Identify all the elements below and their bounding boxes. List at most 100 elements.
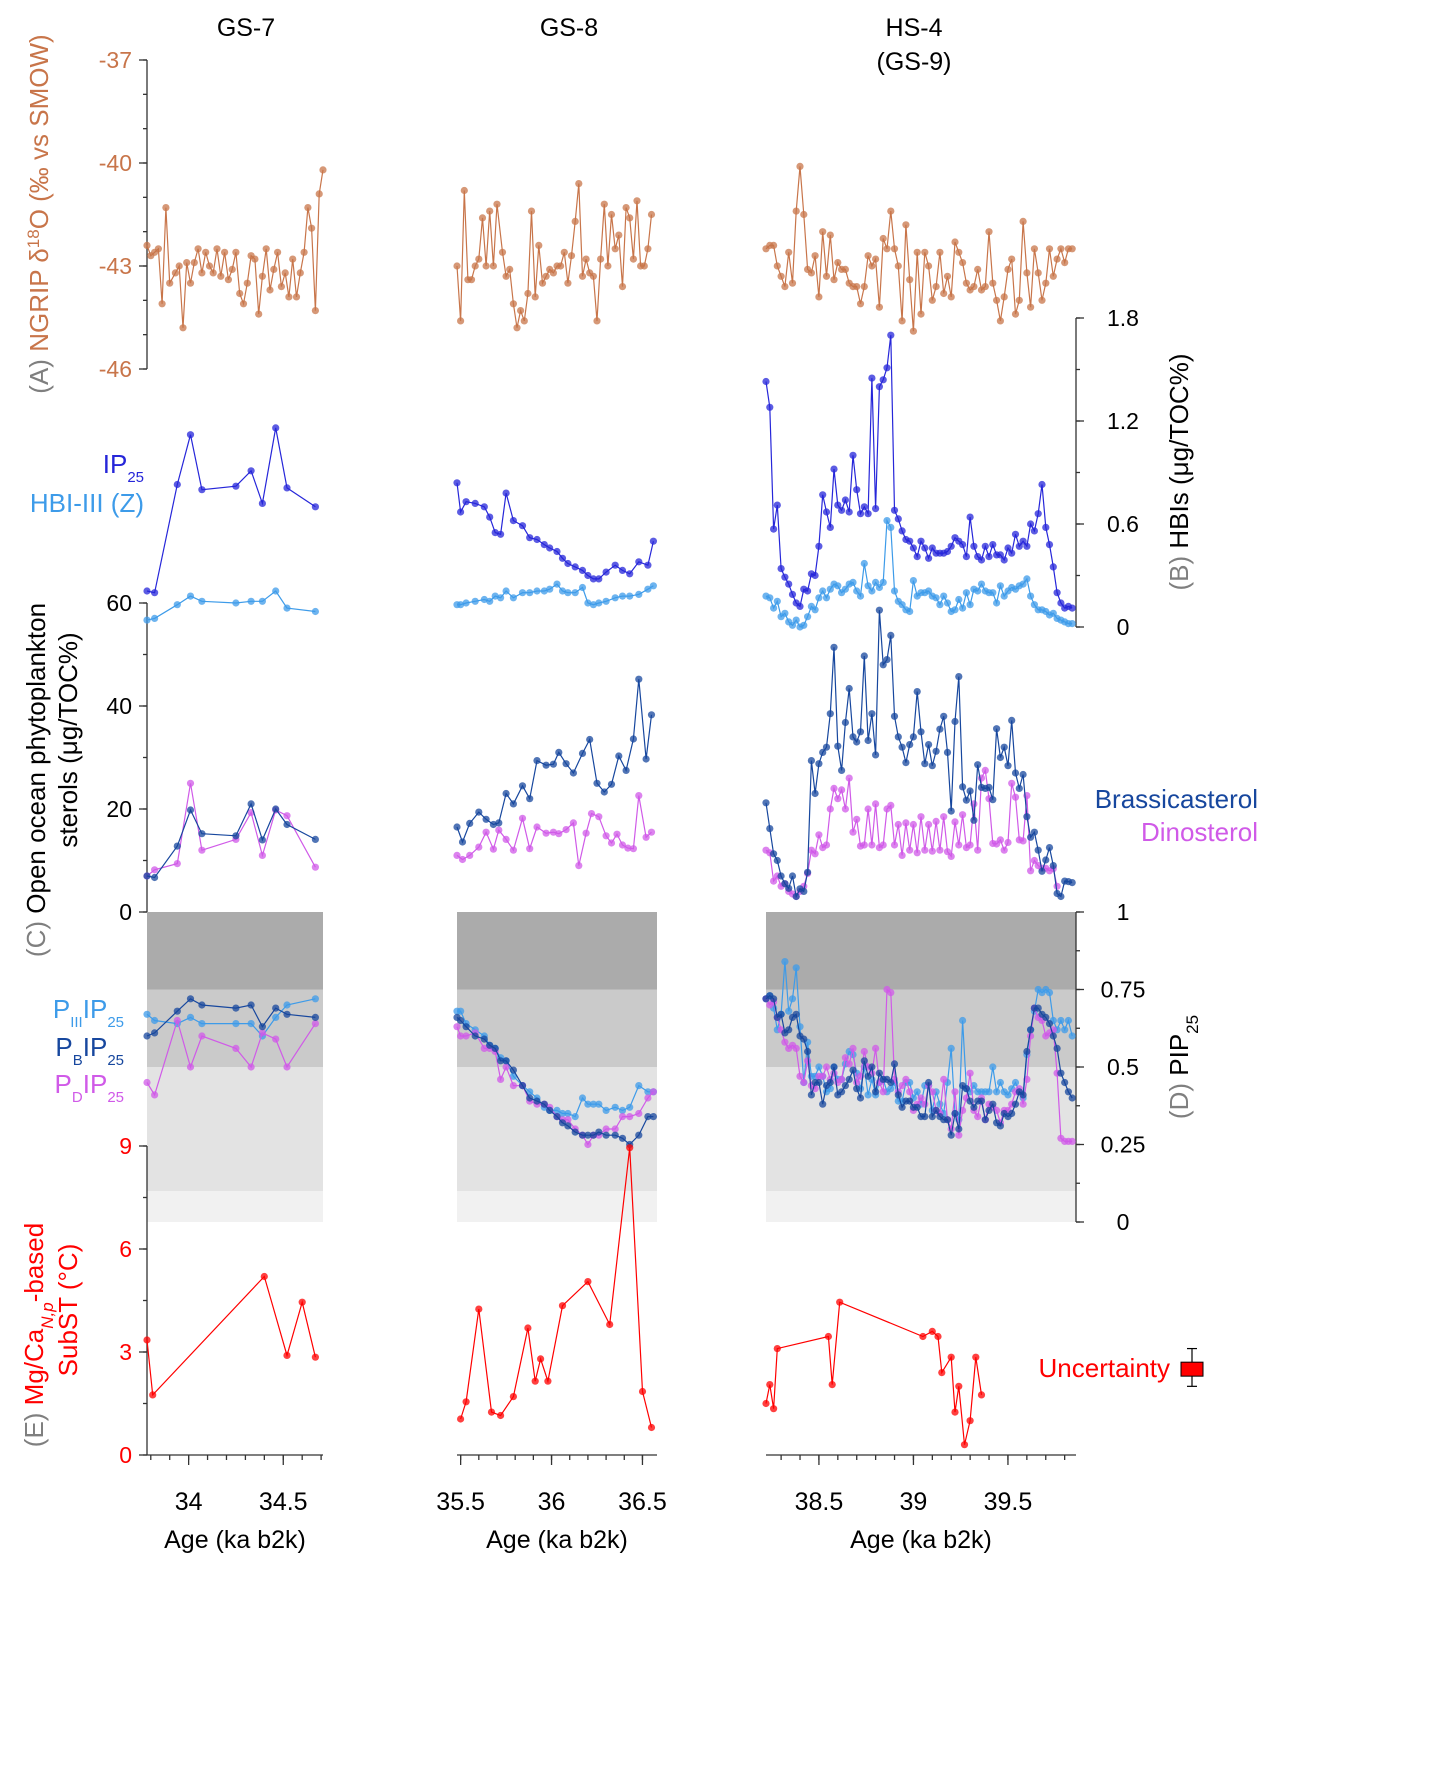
pB-point	[232, 1004, 240, 1012]
ip25-point	[856, 510, 865, 518]
ip25-point	[830, 465, 838, 473]
ip25-point	[838, 506, 846, 514]
ip25-point	[928, 544, 936, 552]
hbi3-point	[856, 592, 865, 600]
axis-C-title-line1-part: Open ocean phytoplankton	[21, 603, 51, 914]
dino-point	[872, 800, 880, 808]
pIII-point	[959, 1016, 967, 1025]
dino-point	[311, 863, 319, 871]
pD-point	[644, 1094, 652, 1102]
x-tick-label: 39.5	[984, 1488, 1033, 1516]
axis-E-tick-label: 6	[119, 1236, 132, 1262]
pIII-point	[985, 1088, 993, 1096]
brassica-point	[800, 887, 808, 896]
ngrip-point	[826, 231, 834, 239]
ip25-point	[595, 575, 603, 583]
ngrip-point	[506, 265, 514, 273]
ngrip-point	[906, 276, 914, 284]
brassica-point	[198, 830, 206, 838]
hbi3-point	[644, 585, 652, 593]
pB-point	[497, 1057, 505, 1065]
ngrip-point	[509, 300, 517, 308]
subst-point	[934, 1332, 942, 1341]
pB-point	[898, 1103, 906, 1111]
ngrip-point	[1030, 245, 1038, 253]
pIII-point	[247, 1020, 255, 1028]
pB-point	[1008, 1109, 1016, 1118]
axis-D-title: (D) PIP25	[1164, 1015, 1202, 1119]
brassica-point	[578, 749, 587, 758]
ip25-point	[558, 554, 567, 562]
ngrip-point	[959, 259, 967, 267]
pIII-point	[558, 1109, 567, 1118]
ngrip-point	[618, 283, 627, 291]
brassica-point	[143, 872, 151, 880]
hbi3-point	[509, 594, 517, 602]
brassica-point	[1008, 716, 1016, 725]
ip25-point	[762, 377, 770, 386]
brassica-point	[849, 733, 857, 741]
hbi3-point	[1027, 592, 1035, 600]
hbi3-point	[533, 587, 541, 595]
hbi3-point	[879, 578, 887, 587]
x-tick-label: 36.5	[618, 1488, 667, 1516]
axis-D-tick-label: 1	[1117, 899, 1130, 925]
pB-point	[1045, 1020, 1054, 1028]
ip25-point	[626, 570, 634, 578]
ip25-point	[860, 503, 868, 511]
ngrip-point	[186, 279, 195, 287]
brassica-point	[947, 807, 955, 815]
ngrip-point	[1011, 310, 1020, 318]
ngrip-point	[281, 269, 289, 277]
ngrip-point	[285, 293, 293, 301]
legend-ip25: IP25	[103, 449, 144, 486]
x-axis-label: Age (ka b2k)	[850, 1526, 992, 1554]
brassica-point	[962, 796, 971, 804]
legend-ip25-part: 25	[127, 469, 144, 486]
labels-group: GS-7 GS-8 HS-4 (GS-9) (A) NGRIP δ18O (‰ vs S…	[19, 14, 1258, 1447]
hbi3-point	[781, 609, 789, 617]
pB-point	[1042, 1013, 1050, 1022]
ngrip-point	[629, 255, 638, 263]
dino-point	[815, 831, 823, 839]
ip25-line	[765, 335, 1073, 609]
pB-point	[457, 1016, 465, 1025]
subst-point	[951, 1408, 959, 1416]
subst-point	[606, 1320, 614, 1329]
dino-point	[879, 841, 887, 849]
pIII-point	[232, 1020, 240, 1028]
ngrip-point	[524, 289, 532, 298]
hbi3-point	[486, 597, 494, 605]
ngrip-point	[981, 283, 989, 291]
hbi3-point	[635, 590, 643, 599]
subst-point	[537, 1355, 545, 1363]
brassica-point	[993, 725, 1001, 733]
ngrip-point	[162, 204, 170, 212]
pD-point	[1068, 1137, 1076, 1145]
brassica-point	[615, 752, 623, 760]
dino-point	[887, 801, 895, 810]
ngrip-point	[258, 272, 266, 280]
dino-point	[198, 846, 206, 854]
ngrip-point	[815, 293, 823, 301]
dino-point	[613, 830, 621, 838]
brassica-point	[807, 757, 816, 765]
x-tick-label: 35.5	[436, 1488, 485, 1516]
ngrip-point	[940, 289, 948, 298]
ip25-point	[232, 482, 240, 490]
pIII-point	[781, 958, 789, 966]
dino-point	[458, 855, 467, 864]
dino-line	[146, 783, 316, 877]
hbi3-point	[815, 594, 823, 602]
ip25-point	[497, 530, 505, 538]
ip25-point	[578, 566, 587, 575]
ngrip-point	[315, 190, 323, 198]
ngrip-point	[1000, 293, 1008, 301]
ngrip-point	[633, 197, 641, 205]
hbi3-point	[649, 582, 658, 590]
ngrip-point	[498, 248, 507, 256]
subst-line	[765, 1301, 983, 1445]
pIII-point	[815, 1063, 823, 1071]
dino-point	[947, 852, 955, 861]
hbi3-point	[943, 599, 952, 607]
